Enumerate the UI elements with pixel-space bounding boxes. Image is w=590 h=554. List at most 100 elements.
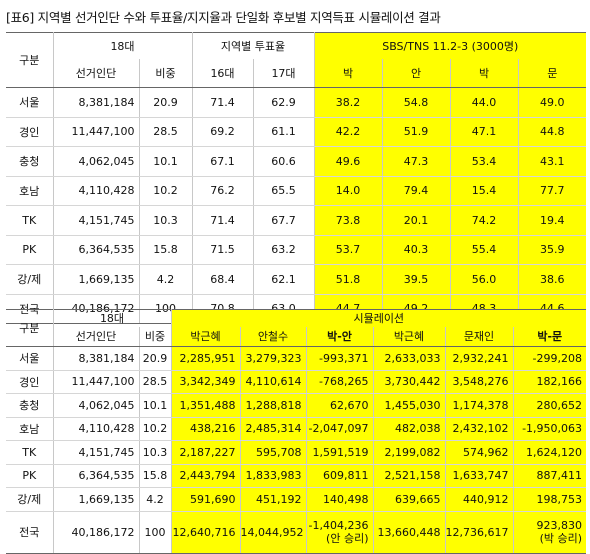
header-moon-jaein: 문재인 — [445, 326, 514, 347]
cell-region: 강/제 — [6, 264, 54, 295]
cell-share: 10.1 — [139, 146, 193, 177]
cell-turnout-16: 67.1 — [192, 146, 254, 177]
header-voters-2: 선거인단 — [53, 326, 140, 347]
cell-poll-moon: 43.1 — [518, 146, 587, 177]
cell-park-geunhye-2: 482,038 — [373, 417, 446, 441]
cell-poll-ahn: 54.8 — [382, 87, 451, 118]
cell-ahn-cheolsoo: 1,288,818 — [240, 393, 307, 418]
table-row: 경인 11,447,100 28.5 3,342,349 4,110,614 -768,2… — [6, 370, 587, 394]
cell-voters: 1,669,135 — [53, 264, 140, 295]
cell-turnout-16: 76.2 — [192, 176, 254, 206]
cell-turnout-17: 67.7 — [253, 205, 315, 236]
simulation-total-row: 전국 40,186,172 100 12,640,716 14,044,952 … — [6, 511, 587, 554]
cell-poll-park-1: 42.2 — [314, 117, 383, 147]
header-share-2: 비중 — [139, 326, 172, 347]
cell-share: 28.5 — [139, 370, 172, 394]
cell-park-geunhye-1: 3,342,349 — [171, 370, 241, 394]
cell-park-geunhye-2: 2,521,158 — [373, 464, 446, 488]
table-row: 경인 11,447,100 28.5 69.2 61.1 42.2 51.9 47.1 44.8 — [6, 117, 587, 147]
cell-turnout-16: 71.5 — [192, 235, 254, 265]
cell-turnout-17: 65.5 — [253, 176, 315, 206]
cell-park-geunhye-2: 639,665 — [373, 487, 446, 512]
cell-poll-park-2: 53.4 — [450, 146, 519, 177]
header-moon: 문 — [518, 58, 587, 88]
cell-poll-ahn: 47.3 — [382, 146, 451, 177]
header-park-geunhye-2: 박근혜 — [373, 326, 446, 347]
cell-region: 충청 — [6, 146, 54, 177]
total-park-minus-ahn: -1,404,236 (안 승리) — [306, 511, 374, 554]
cell-poll-ahn: 79.4 — [382, 176, 451, 206]
cell-voters: 4,151,745 — [53, 205, 140, 236]
cell-park-minus-ahn: -993,371 — [306, 346, 374, 371]
cell-voters: 11,447,100 — [53, 117, 140, 147]
cell-poll-park-2: 74.2 — [450, 205, 519, 236]
cell-poll-moon: 77.7 — [518, 176, 587, 206]
cell-voters: 11,447,100 — [53, 370, 140, 394]
cell-poll-park-2: 44.0 — [450, 87, 519, 118]
cell-park-geunhye-1: 2,187,227 — [171, 440, 241, 465]
header-group: 구분 — [6, 32, 54, 88]
cell-region: 강/제 — [6, 487, 54, 512]
cell-park-geunhye-1: 438,216 — [171, 417, 241, 441]
cell-park-geunhye-2: 1,455,030 — [373, 393, 446, 418]
cell-region: 서울 — [6, 87, 54, 118]
cell-poll-ahn: 20.1 — [382, 205, 451, 236]
cell-park-minus-moon: 280,652 — [513, 393, 587, 418]
total-park-minus-moon-value: 923,830 — [536, 519, 583, 532]
cell-share: 28.5 — [139, 117, 193, 147]
header-17: 17대 — [253, 58, 315, 88]
cell-ahn-cheolsoo: 3,279,323 — [240, 346, 307, 371]
cell-voters: 8,381,184 — [53, 87, 140, 118]
header-turnout: 지역별 투표율 — [192, 32, 315, 59]
cell-turnout-17: 62.1 — [253, 264, 315, 295]
cell-poll-moon: 19.4 — [518, 205, 587, 236]
turnout-poll-table: 구분 18대 지역별 투표율 SBS/TNS 11.2-3 (3000명) 선거… — [6, 32, 587, 324]
cell-share: 15.8 — [139, 235, 193, 265]
cell-moon-jaein: 2,932,241 — [445, 346, 514, 371]
cell-park-minus-ahn: 62,670 — [306, 393, 374, 418]
cell-voters: 8,381,184 — [53, 346, 140, 371]
header-simulation: 시뮬레이션 — [171, 309, 587, 327]
cell-moon-jaein: 574,962 — [445, 440, 514, 465]
cell-poll-moon: 49.0 — [518, 87, 587, 118]
cell-park-minus-ahn: -2,047,097 — [306, 417, 374, 441]
cell-turnout-16: 71.4 — [192, 205, 254, 236]
header-park-2: 박 — [450, 58, 519, 88]
cell-share: 20.9 — [139, 87, 193, 118]
cell-region: 호남 — [6, 176, 54, 206]
cell-park-minus-moon: -299,208 — [513, 346, 587, 371]
header-ahn-cheolsoo: 안철수 — [240, 326, 307, 347]
cell-poll-park-2: 56.0 — [450, 264, 519, 295]
cell-share: 15.8 — [139, 464, 172, 488]
simulation-table: 구분 18대 시뮬레이션 선거인단 비중 박근혜 안철수 박-안 박근혜 문재인… — [6, 309, 587, 554]
cell-park-minus-moon: 1,624,120 — [513, 440, 587, 465]
table-row: 강/제 1,669,135 4.2 68.4 62.1 51.8 39.5 56.0 38.6 — [6, 264, 587, 295]
cell-moon-jaein: 1,174,378 — [445, 393, 514, 418]
total-park-minus-ahn-value: -1,404,236 — [308, 519, 369, 532]
cell-park-geunhye-1: 2,285,951 — [171, 346, 241, 371]
cell-voters: 6,364,535 — [53, 464, 140, 488]
cell-park-minus-ahn: 609,811 — [306, 464, 374, 488]
cell-share: 20.9 — [139, 346, 172, 371]
header-park-geunhye-1: 박근혜 — [171, 326, 241, 347]
header-18: 18대 — [53, 32, 193, 59]
table-row: 충청 4,062,045 10.1 67.1 60.6 49.6 47.3 53.4 43.1 — [6, 146, 587, 177]
header-18-2: 18대 — [53, 309, 172, 327]
header-park-minus-moon: 박-문 — [513, 326, 587, 347]
turnout-poll-body: 서울 8,381,184 20.9 71.4 62.9 38.2 54.8 44.0 49.0 경… — [6, 87, 587, 324]
table-row: 호남 4,110,428 10.2 76.2 65.5 14.0 79.4 15.4 77.7 — [6, 176, 587, 206]
header-16: 16대 — [192, 58, 254, 88]
cell-share: 10.2 — [139, 417, 172, 441]
header-voters: 선거인단 — [53, 58, 140, 88]
cell-park-minus-moon: 198,753 — [513, 487, 587, 512]
cell-voters: 4,062,045 — [53, 146, 140, 177]
cell-poll-moon: 38.6 — [518, 264, 587, 295]
cell-moon-jaein: 2,432,102 — [445, 417, 514, 441]
cell-poll-park-1: 49.6 — [314, 146, 383, 177]
cell-park-minus-moon: 182,166 — [513, 370, 587, 394]
cell-region: 서울 — [6, 346, 54, 371]
cell-poll-ahn: 40.3 — [382, 235, 451, 265]
cell-turnout-17: 61.1 — [253, 117, 315, 147]
cell-voters: 4,110,428 — [53, 176, 140, 206]
cell-poll-park-2: 15.4 — [450, 176, 519, 206]
